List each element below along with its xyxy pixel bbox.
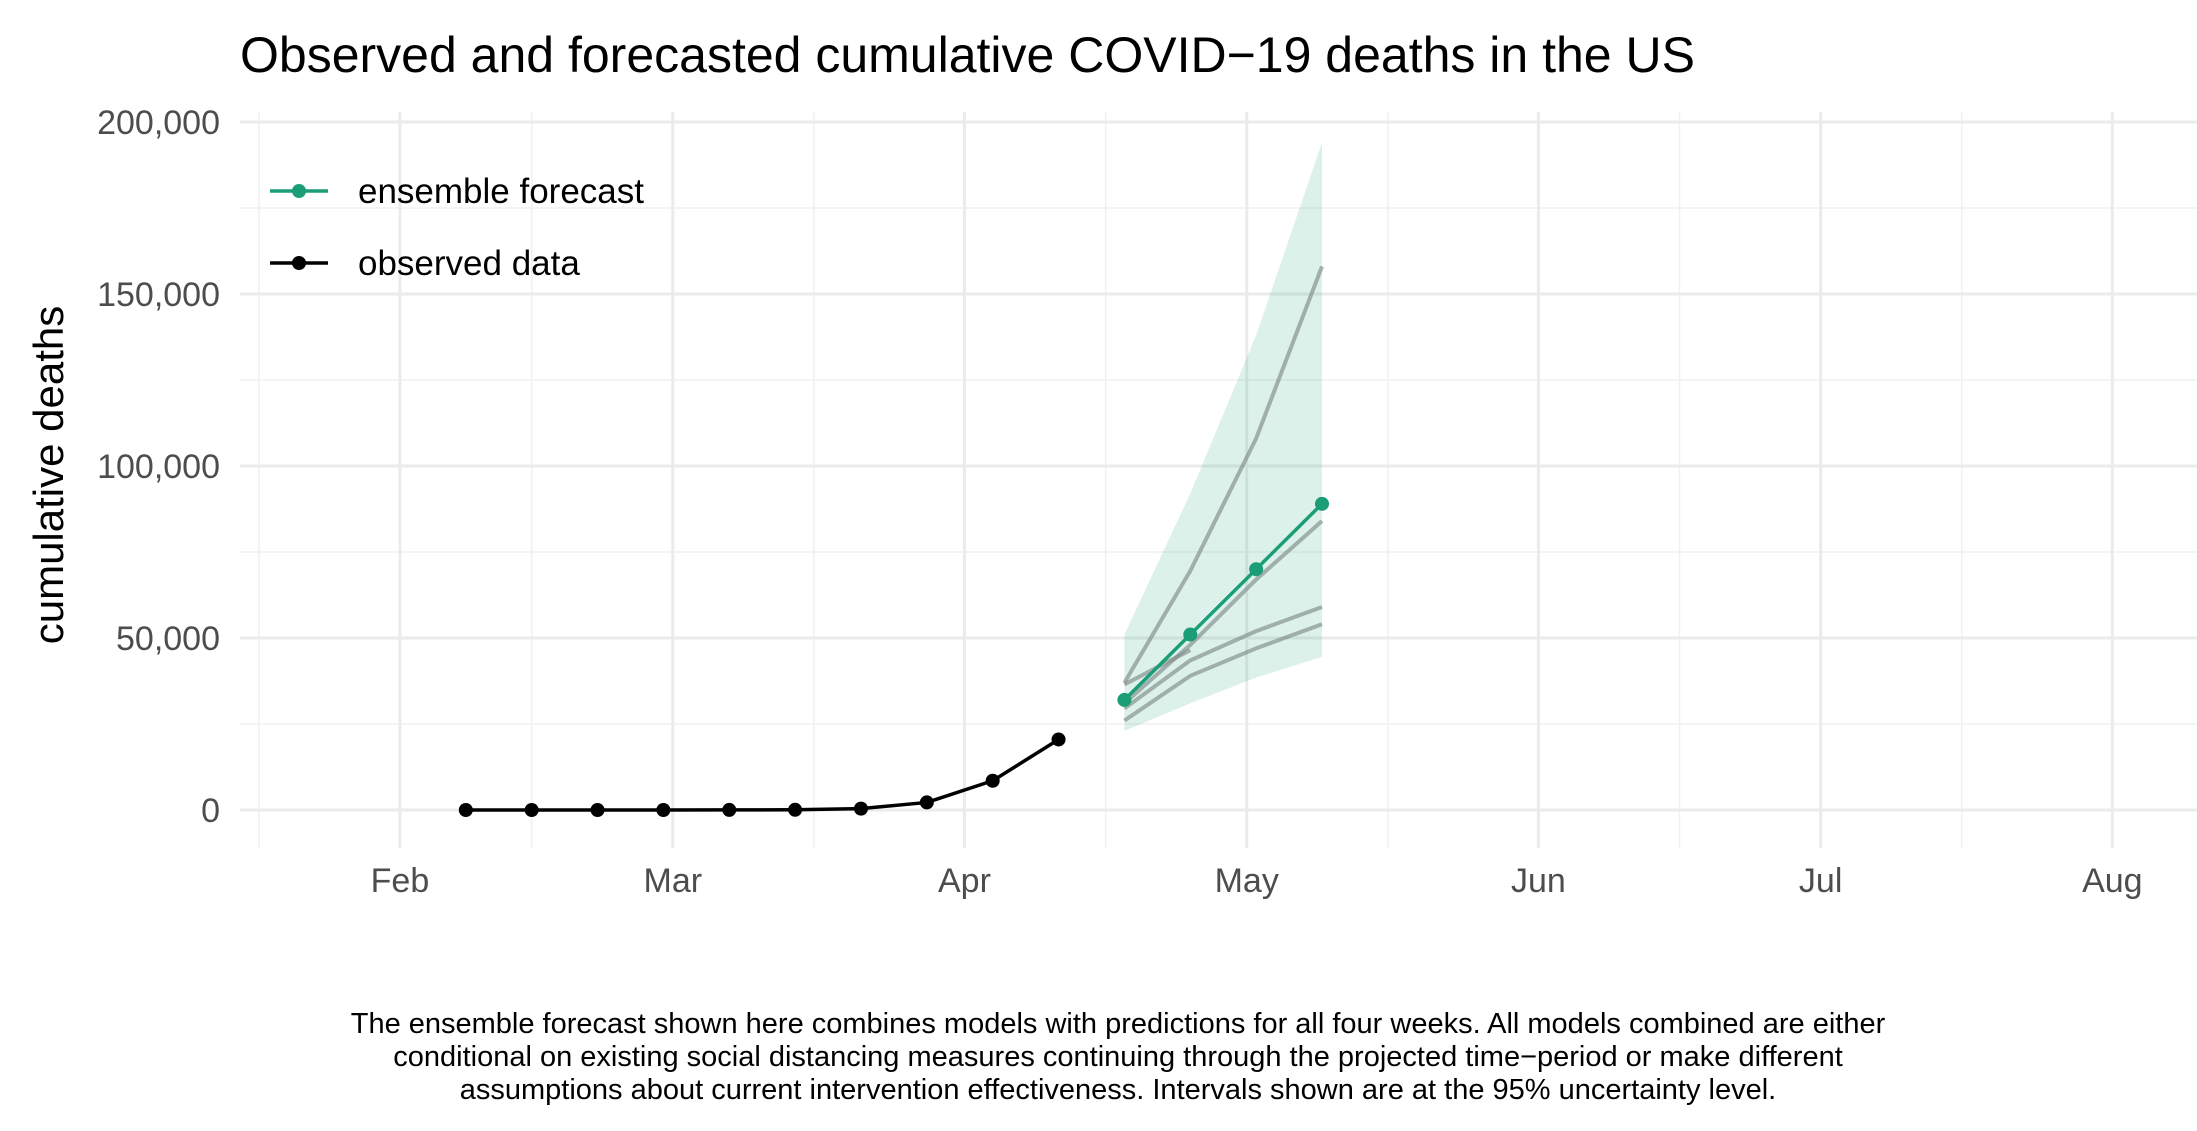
legend-key-point [292, 184, 306, 198]
x-tick-label: Aug [2082, 862, 2143, 900]
legend-label: ensemble forecast [358, 172, 644, 211]
observed-data-point [722, 802, 737, 817]
y-tick-label: 0 [201, 792, 220, 830]
uncertainty-bands [1124, 142, 1322, 731]
model-line [1123, 622, 1323, 723]
legend-label: observed data [358, 244, 580, 283]
observed-data-point [656, 803, 671, 817]
y-tick-label: 100,000 [97, 448, 220, 486]
series-points [458, 496, 1329, 817]
ensemble-forecast-line [1123, 502, 1324, 702]
ensemble-forecast-point [1249, 562, 1264, 577]
y-axis-label: cumulative deaths [25, 306, 72, 645]
y-tick-label: 200,000 [97, 104, 220, 142]
y-tick-label: 50,000 [116, 620, 220, 658]
observed-data-point [590, 803, 605, 817]
y-axis: 0 50,000 100,000 150,000 200,000 [97, 104, 220, 830]
model-lines [1122, 265, 1324, 723]
observed-data-point [524, 803, 539, 817]
legend-key-point [292, 256, 306, 270]
x-tick-label: Feb [371, 862, 430, 900]
x-tick-label: Jul [1799, 862, 1842, 900]
ensemble-forecast-point [1183, 627, 1198, 642]
observed-data-point [919, 795, 934, 810]
caption-line: The ensemble forecast shown here combine… [351, 1008, 1886, 1040]
series-lines [465, 502, 1324, 812]
model-line [1123, 605, 1323, 711]
observed-data-point [458, 803, 473, 817]
observed-data-point [1051, 732, 1066, 747]
observed-data-point [788, 802, 803, 817]
caption-line: conditional on existing social distancin… [393, 1041, 1843, 1073]
x-tick-label: Jun [1511, 862, 1566, 900]
caption-line: assumptions about current intervention e… [460, 1074, 1776, 1106]
observed-data-point [853, 801, 868, 816]
x-tick-label: Mar [644, 862, 703, 900]
observed-data-point [985, 773, 1000, 788]
uncertainty-band [1124, 142, 1322, 731]
ensemble-forecast-point [1314, 496, 1329, 511]
legend: ensemble forecast observed data [270, 172, 644, 283]
x-tick-label: Apr [938, 862, 991, 900]
chart-title: Observed and forecasted cumulative COVID… [240, 27, 1695, 83]
ensemble-forecast-point [1117, 692, 1132, 707]
y-tick-label: 150,000 [97, 276, 220, 314]
model-line [1123, 519, 1324, 705]
x-axis: Feb Mar Apr May Jun Jul Aug [371, 862, 2143, 900]
observed-data-line [465, 737, 1060, 812]
caption: The ensemble forecast shown here combine… [351, 1008, 1886, 1106]
x-tick-label: May [1215, 862, 1279, 900]
model-line [1122, 265, 1324, 684]
